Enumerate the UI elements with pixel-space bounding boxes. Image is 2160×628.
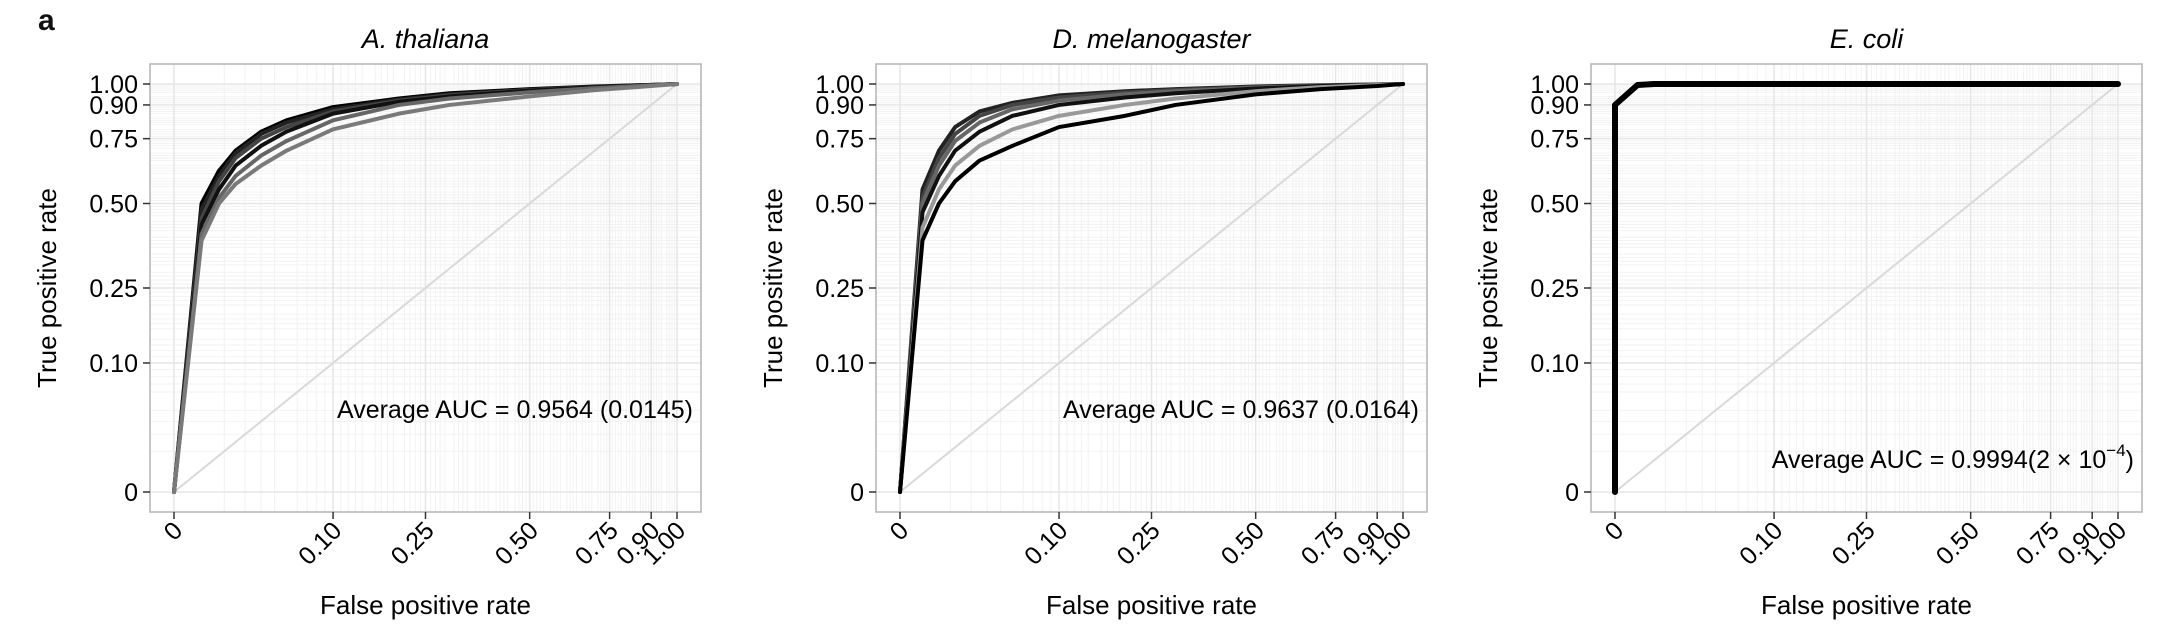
y-tick-label: 0.75 bbox=[815, 126, 864, 154]
roc-panel-1: 000.100.100.250.250.500.500.750.750.900.… bbox=[32, 24, 702, 620]
y-tick-label: 1.00 bbox=[1530, 71, 1579, 99]
y-tick-label: 0 bbox=[850, 479, 864, 507]
y-tick-label: 0.75 bbox=[89, 126, 138, 154]
x-tick-label: 0.50 bbox=[1216, 516, 1270, 570]
roc-curve-6 bbox=[172, 82, 679, 494]
y-tick-label: 1.00 bbox=[89, 71, 138, 99]
y-tick-label: 0.25 bbox=[815, 275, 864, 303]
x-axis-label: False positive rate bbox=[320, 590, 531, 620]
x-tick-label: 0 bbox=[885, 516, 915, 546]
y-tick-label: 0.75 bbox=[1530, 126, 1579, 154]
y-tick-label: 0.25 bbox=[1530, 275, 1579, 303]
diagonal-reference-line bbox=[1614, 83, 2119, 493]
y-tick-label: 0 bbox=[1565, 479, 1579, 507]
roc-curve-5 bbox=[172, 82, 679, 494]
y-tick-label: 0.90 bbox=[1530, 92, 1579, 120]
x-tick-label: 0.50 bbox=[1931, 516, 1985, 570]
y-axis-label: True positive rate bbox=[32, 188, 62, 388]
auc-annotation: Average AUC = 0.9564 (0.0145) bbox=[337, 396, 693, 424]
x-tick-label: 0.75 bbox=[2011, 516, 2065, 570]
y-axis-label: True positive rate bbox=[1473, 188, 1503, 388]
y-tick-label: 0.10 bbox=[89, 350, 138, 378]
roc-panel-2: 000.100.100.250.250.500.500.750.750.900.… bbox=[758, 24, 1428, 620]
y-tick-label: 0.50 bbox=[815, 191, 864, 219]
y-tick-label: 1.00 bbox=[815, 71, 864, 99]
x-tick-label: 0.25 bbox=[1827, 516, 1881, 570]
auc-annotation: Average AUC = 0.9994(2 × 10−4) bbox=[1772, 441, 2134, 474]
x-tick-label: 0.50 bbox=[490, 516, 544, 570]
y-tick-label: 0.50 bbox=[89, 191, 138, 219]
x-tick-label: 0.25 bbox=[1112, 516, 1166, 570]
roc-curve-1 bbox=[1612, 81, 2121, 495]
panel-label: a bbox=[38, 4, 55, 37]
y-tick-label: 0.90 bbox=[89, 92, 138, 120]
y-tick-label: 0.10 bbox=[1530, 350, 1579, 378]
diagonal-reference-line bbox=[173, 83, 678, 493]
y-tick-label: 0.90 bbox=[815, 92, 864, 120]
panel-title: D. melanogaster bbox=[1052, 24, 1251, 54]
roc-curve-6 bbox=[898, 82, 1405, 494]
panel-title: A. thaliana bbox=[360, 24, 490, 54]
x-tick-label: 0 bbox=[159, 516, 189, 546]
x-axis-label: False positive rate bbox=[1761, 590, 1972, 620]
x-tick-label: 0.75 bbox=[570, 516, 624, 570]
y-axis-label: True positive rate bbox=[758, 188, 788, 388]
diagonal-reference-line bbox=[899, 83, 1404, 493]
x-axis-label: False positive rate bbox=[1046, 590, 1257, 620]
x-tick-label: 0.25 bbox=[386, 516, 440, 570]
x-tick-label: 0 bbox=[1600, 516, 1630, 546]
y-tick-label: 0.50 bbox=[1530, 191, 1579, 219]
panel-title: E. coli bbox=[1830, 24, 1905, 54]
x-tick-label: 0.10 bbox=[1734, 516, 1788, 570]
x-tick-label: 0.75 bbox=[1296, 516, 1350, 570]
roc-curve-5 bbox=[898, 82, 1405, 494]
auc-annotation: Average AUC = 0.9637 (0.0164) bbox=[1063, 396, 1419, 424]
roc-panel-3: 000.100.100.250.250.500.500.750.750.900.… bbox=[1473, 24, 2143, 620]
x-tick-label: 0.10 bbox=[293, 516, 347, 570]
x-tick-label: 0.10 bbox=[1019, 516, 1073, 570]
y-tick-label: 0.25 bbox=[89, 275, 138, 303]
y-tick-label: 0.10 bbox=[815, 350, 864, 378]
y-tick-label: 0 bbox=[124, 479, 138, 507]
